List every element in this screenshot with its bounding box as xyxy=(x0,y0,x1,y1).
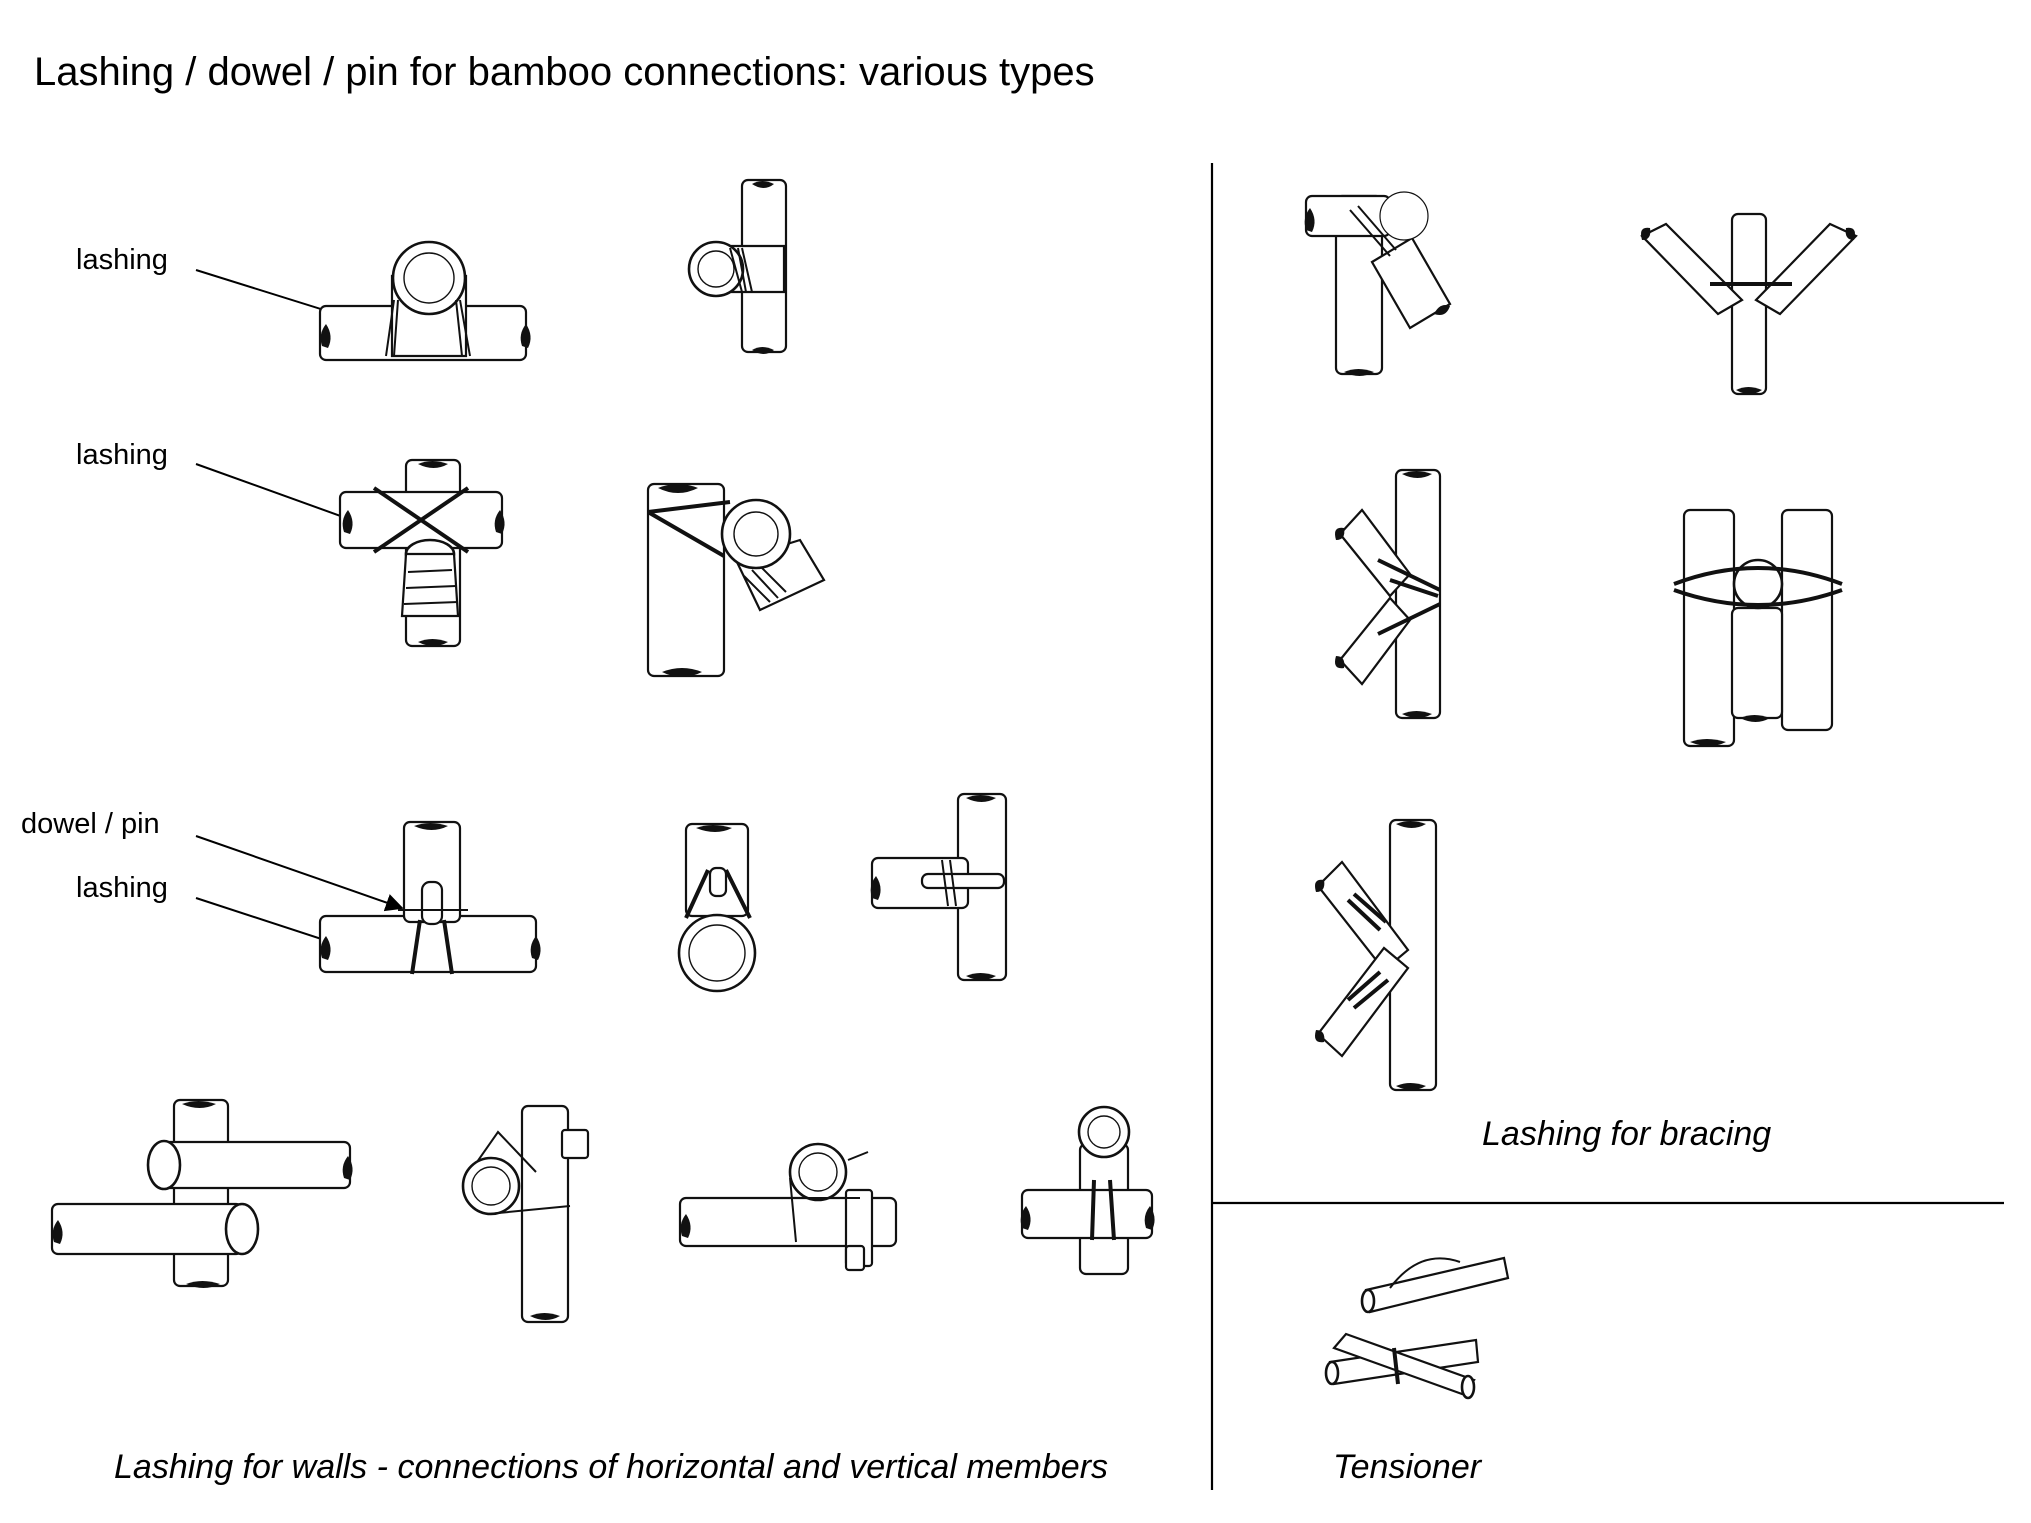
joint-double-horizontal xyxy=(50,1098,353,1288)
joint-pin-cross-section xyxy=(677,822,757,993)
joint-horizontal-pin xyxy=(870,792,1008,982)
brace-k-long xyxy=(1315,818,1438,1092)
joint-vertical-cross-section xyxy=(461,1104,590,1324)
joint-cross-lashing xyxy=(338,458,505,648)
label-lashing-1: lashing xyxy=(76,244,168,276)
label-lashing-3: lashing xyxy=(76,872,168,904)
label-lashing-2: lashing xyxy=(76,439,168,471)
joint-dowel-pin xyxy=(318,820,541,975)
brace-k-shape xyxy=(1335,468,1442,720)
brace-diagonal-single xyxy=(1304,191,1452,376)
joint-lashed-cross-section xyxy=(318,240,531,362)
joint-vertical-pin-top xyxy=(1020,1105,1155,1276)
joint-tilted-branch xyxy=(646,482,826,678)
label-dowel-pin: dowel / pin xyxy=(21,808,160,840)
caption-bracing: Lashing for bracing xyxy=(1482,1115,1772,1153)
caption-tensioner: Tensioner xyxy=(1333,1448,1482,1486)
diagram-title: Lashing / dowel / pin for bamboo connect… xyxy=(34,50,1095,94)
brace-parallel-posts xyxy=(1673,508,1843,748)
tensioner-drawing xyxy=(1324,1256,1510,1400)
joint-side-cross-section xyxy=(687,178,788,354)
caption-walls: Lashing for walls - connections of horiz… xyxy=(114,1448,1109,1486)
joint-horizontal-cross-section xyxy=(678,1142,898,1272)
brace-y-shape xyxy=(1640,212,1858,396)
dowel-pin-arrow xyxy=(195,835,404,912)
